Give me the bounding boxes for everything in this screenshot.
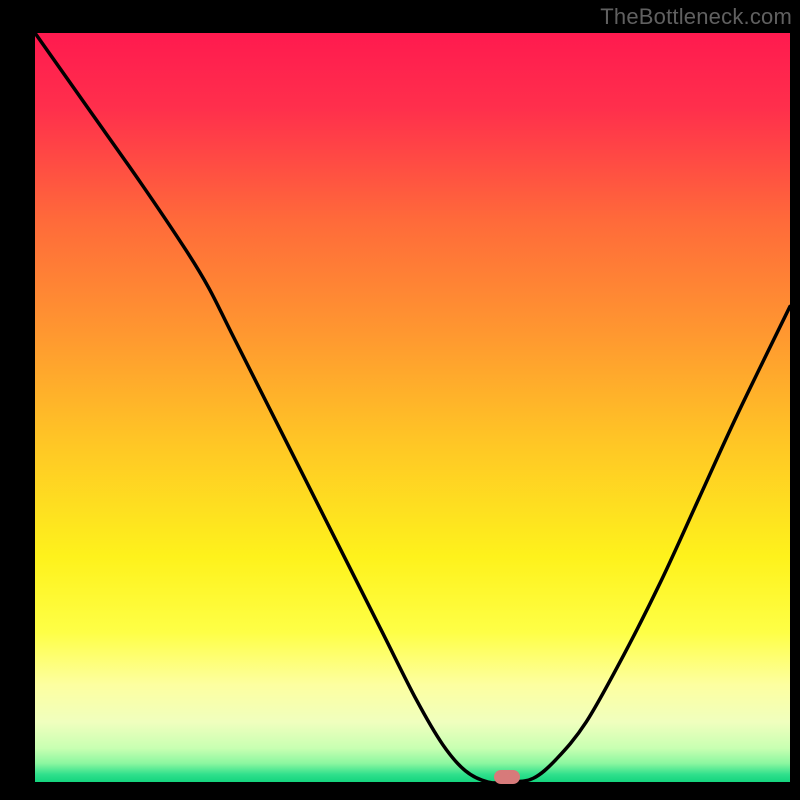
bottleneck-marker	[494, 770, 520, 784]
bottleneck-curve	[35, 33, 790, 782]
chart-container: TheBottleneck.com	[0, 0, 800, 800]
plot-area	[35, 33, 790, 782]
watermark-text: TheBottleneck.com	[600, 4, 792, 30]
